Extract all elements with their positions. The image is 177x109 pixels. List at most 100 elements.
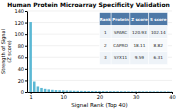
table-cell bbox=[130, 26, 149, 39]
table-cell bbox=[149, 52, 168, 65]
tick-mark bbox=[25, 92, 27, 93]
tick: 10 bbox=[61, 92, 67, 100]
bar bbox=[91, 91, 94, 92]
table-text: 18.11 bbox=[133, 43, 145, 48]
table-cell bbox=[100, 52, 112, 65]
tick-label: 40 bbox=[169, 94, 175, 100]
bar bbox=[138, 91, 141, 92]
tick-mark bbox=[25, 69, 27, 70]
tick-mark bbox=[25, 80, 27, 81]
table-header-cell bbox=[100, 13, 112, 26]
bar bbox=[33, 82, 36, 92]
grid-line bbox=[27, 11, 172, 12]
bar bbox=[156, 91, 159, 92]
bar bbox=[145, 91, 148, 92]
bar bbox=[66, 91, 69, 92]
bar bbox=[58, 90, 61, 92]
grid-line bbox=[27, 80, 172, 81]
tick-label: 140 bbox=[14, 8, 24, 14]
tick-label: 0 bbox=[21, 89, 24, 95]
bar bbox=[171, 91, 172, 92]
table-text: SPARC bbox=[114, 30, 127, 35]
bar bbox=[40, 88, 43, 92]
table-cell bbox=[111, 52, 130, 65]
grid bbox=[27, 11, 172, 92]
bars bbox=[29, 22, 172, 92]
tick-mark bbox=[25, 46, 27, 47]
bar bbox=[131, 91, 134, 92]
tick: 120 bbox=[14, 20, 27, 26]
tick-label: 100 bbox=[14, 31, 24, 37]
table-text: 9.59 bbox=[135, 55, 145, 60]
table-text: 1 bbox=[104, 30, 107, 35]
table-text: 6.31 bbox=[154, 55, 164, 60]
bar bbox=[55, 90, 58, 92]
tick-mark bbox=[25, 23, 27, 24]
table-cell bbox=[149, 26, 168, 39]
bar bbox=[84, 91, 87, 92]
table-cell bbox=[111, 39, 130, 52]
title: Human Protein Microarray Specificity Val… bbox=[7, 1, 170, 9]
bar bbox=[73, 91, 76, 92]
tick: 1 bbox=[30, 92, 33, 100]
tick-label: 80 bbox=[18, 43, 24, 49]
tick: 40 bbox=[18, 66, 27, 72]
chart: 1 10 20 30 40 0 20 40 60 80 100 120 140 RankProteinZ … bbox=[0, 0, 177, 109]
tick: 0 bbox=[21, 89, 27, 95]
table-header: Rank bbox=[100, 17, 112, 22]
table-text: 8.82 bbox=[154, 43, 164, 48]
table-cell bbox=[130, 39, 149, 52]
grid-line bbox=[27, 68, 172, 69]
bar bbox=[69, 91, 72, 92]
tick: 140 bbox=[14, 8, 27, 14]
table-header: Z score bbox=[131, 17, 148, 22]
tick: 30 bbox=[133, 92, 139, 100]
tick: 100 bbox=[14, 31, 27, 37]
table-header: Protein bbox=[112, 17, 129, 22]
x-axis: 1 10 20 30 40 bbox=[28, 92, 176, 100]
tick-label: 20 bbox=[97, 94, 103, 100]
y-axis: 0 20 40 60 80 100 120 140 bbox=[14, 8, 27, 95]
tick-mark bbox=[25, 11, 27, 12]
bar bbox=[62, 90, 65, 92]
tick-label: 60 bbox=[18, 54, 24, 60]
tick-mark bbox=[25, 34, 27, 35]
bar bbox=[102, 91, 105, 92]
tick: 40 bbox=[169, 92, 175, 100]
tick-label: 10 bbox=[61, 94, 67, 100]
tick: 80 bbox=[18, 43, 27, 49]
bar bbox=[37, 86, 40, 92]
table-header-cell bbox=[149, 13, 168, 26]
bar bbox=[163, 91, 166, 92]
table-cell bbox=[100, 26, 112, 39]
bar bbox=[167, 91, 170, 92]
bar bbox=[149, 91, 152, 92]
tick-label: 120 bbox=[14, 20, 24, 26]
plot: 1 10 20 30 40 0 20 40 60 80 100 120 140 RankProteinZ … bbox=[14, 8, 175, 99]
table: RankProteinZ scoreS score1SPARC120.93102… bbox=[100, 13, 168, 65]
x-label: Signal Rank (Top 40) bbox=[71, 102, 127, 109]
table-text: 2 bbox=[104, 43, 107, 48]
tick-label: 30 bbox=[133, 94, 139, 100]
bar bbox=[160, 91, 163, 92]
axis-line bbox=[27, 12, 28, 93]
tick-label: 20 bbox=[18, 78, 24, 84]
bar bbox=[76, 91, 79, 92]
table-text: 3 bbox=[104, 55, 107, 60]
tick-mark bbox=[25, 57, 27, 58]
tick-label: 40 bbox=[18, 66, 24, 72]
bar bbox=[116, 91, 119, 92]
table-cell bbox=[111, 26, 130, 39]
bar bbox=[105, 91, 108, 92]
table-header: S score bbox=[150, 17, 167, 22]
bar bbox=[124, 91, 127, 92]
bar bbox=[29, 22, 32, 92]
bar bbox=[153, 91, 156, 92]
table-header-cell bbox=[130, 13, 149, 26]
table-text: 102.14 bbox=[151, 30, 166, 35]
bar bbox=[134, 91, 137, 92]
tick-label: 1 bbox=[30, 94, 33, 100]
bar bbox=[80, 91, 83, 92]
bar bbox=[47, 89, 50, 92]
table-cell bbox=[130, 52, 149, 65]
